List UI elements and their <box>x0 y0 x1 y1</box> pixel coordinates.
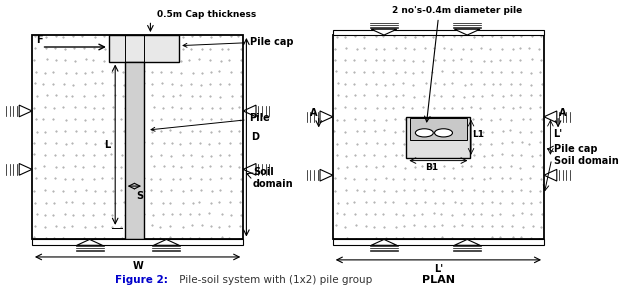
Text: Pile: Pile <box>151 113 270 131</box>
Text: 0.5m Cap thickness: 0.5m Cap thickness <box>157 10 256 19</box>
Polygon shape <box>320 111 333 123</box>
Bar <box>333 35 544 239</box>
Text: W: W <box>132 261 143 271</box>
Text: A: A <box>310 108 317 118</box>
Polygon shape <box>243 105 256 117</box>
Text: Soil domain: Soil domain <box>554 156 618 166</box>
Circle shape <box>415 129 433 137</box>
Polygon shape <box>19 164 32 175</box>
Text: Pile-soil system with (1x2) pile group: Pile-soil system with (1x2) pile group <box>176 275 372 285</box>
Polygon shape <box>19 105 32 117</box>
Text: L: L <box>104 140 110 150</box>
Text: S: S <box>136 191 143 201</box>
Circle shape <box>435 129 452 137</box>
Text: L1: L1 <box>472 130 484 139</box>
Text: F: F <box>36 35 43 45</box>
Text: A: A <box>559 108 567 118</box>
Text: L': L' <box>434 264 443 274</box>
Polygon shape <box>454 239 480 245</box>
Bar <box>410 118 467 140</box>
Polygon shape <box>243 164 256 175</box>
Bar <box>406 117 470 158</box>
Polygon shape <box>544 169 557 181</box>
Polygon shape <box>154 239 179 245</box>
Polygon shape <box>371 29 397 35</box>
Bar <box>333 30 544 35</box>
Text: Figure 2:: Figure 2: <box>115 275 168 285</box>
Text: Pile cap: Pile cap <box>554 144 597 154</box>
Text: B1: B1 <box>426 163 438 172</box>
Text: L': L' <box>554 129 563 139</box>
Bar <box>32 35 243 239</box>
Text: Soil
domain: Soil domain <box>253 167 293 189</box>
Text: Pile cap: Pile cap <box>183 37 293 47</box>
Bar <box>109 35 179 62</box>
Bar <box>333 239 544 245</box>
Polygon shape <box>371 239 397 245</box>
Text: D: D <box>252 132 260 142</box>
Bar <box>32 239 243 245</box>
Polygon shape <box>454 29 480 35</box>
Text: PLAN: PLAN <box>422 275 455 285</box>
Bar <box>125 62 144 239</box>
Text: 2 no's-0.4m diameter pile: 2 no's-0.4m diameter pile <box>392 6 523 15</box>
Polygon shape <box>320 169 333 181</box>
Polygon shape <box>544 111 557 123</box>
Polygon shape <box>77 239 102 245</box>
